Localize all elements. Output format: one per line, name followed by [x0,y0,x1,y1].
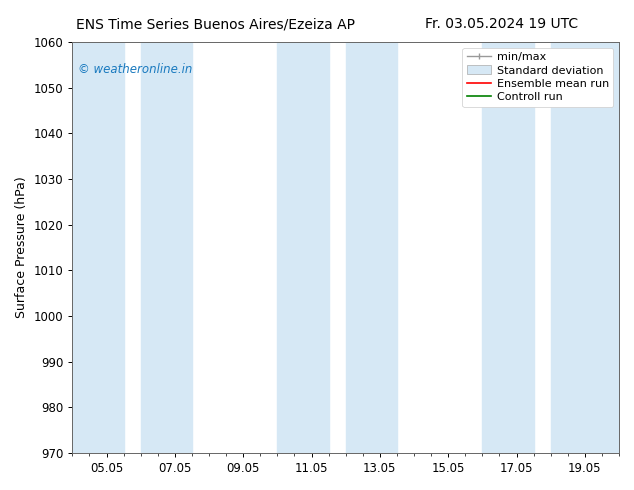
Bar [72,42,124,453]
Text: Fr. 03.05.2024 19 UTC: Fr. 03.05.2024 19 UTC [425,17,578,31]
Y-axis label: Surface Pressure (hPa): Surface Pressure (hPa) [15,176,28,318]
Bar [141,42,192,453]
Text: ENS Time Series Buenos Aires/Ezeiza AP: ENS Time Series Buenos Aires/Ezeiza AP [76,17,355,31]
Bar [346,42,397,453]
Text: © weatheronline.in: © weatheronline.in [78,63,192,75]
Bar [482,42,534,453]
Legend: min/max, Standard deviation, Ensemble mean run, Controll run: min/max, Standard deviation, Ensemble me… [462,48,614,107]
Bar [277,42,328,453]
Bar [551,42,619,453]
